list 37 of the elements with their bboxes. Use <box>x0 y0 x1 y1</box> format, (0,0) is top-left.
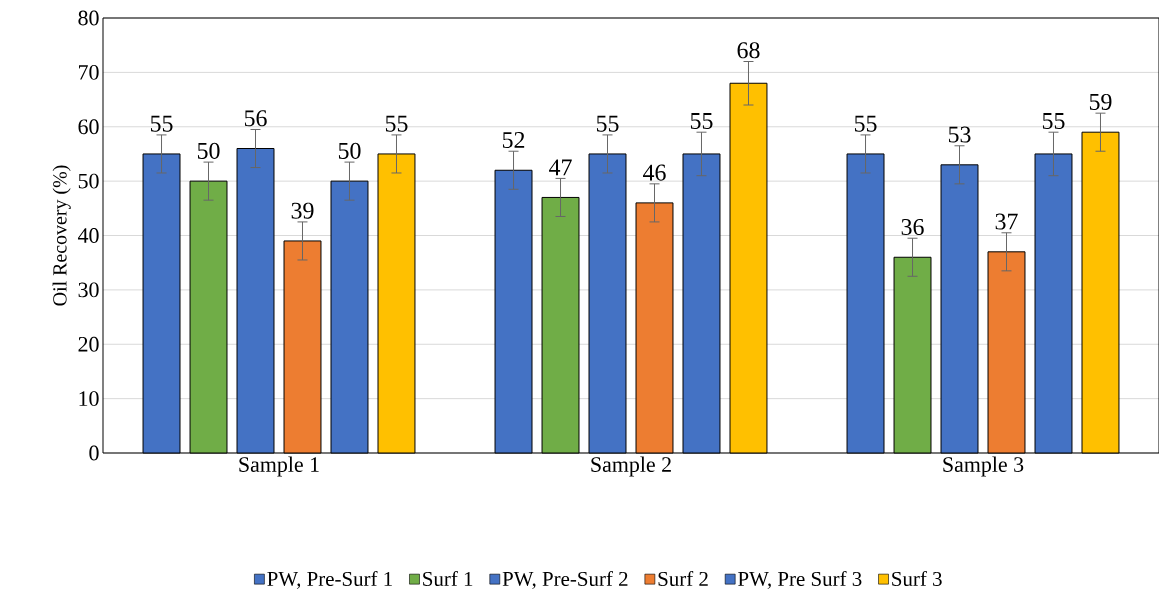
legend-label: Surf 1 <box>423 571 473 586</box>
data-label: 46 <box>643 164 666 181</box>
data-label: 55 <box>690 113 713 129</box>
data-label: 59 <box>1089 93 1112 110</box>
data-label: 39 <box>291 202 314 219</box>
data-label: 55 <box>854 115 877 132</box>
y-tick-label: 40 <box>77 228 99 243</box>
data-label: 50 <box>338 142 361 159</box>
legend-label: PW, Pre-Surf 2 <box>502 571 628 589</box>
data-label: 52 <box>502 131 525 149</box>
y-axis-title: Oil Recovery (%) <box>52 165 71 306</box>
x-tick-label: Sample 1 <box>239 456 319 477</box>
y-tick-label: 30 <box>78 282 99 298</box>
data-label: 55 <box>1042 113 1065 129</box>
legend-label: PW, Pre Surf 3 <box>738 571 862 589</box>
y-tick-label: 10 <box>79 391 99 407</box>
data-label: 55 <box>596 115 619 132</box>
data-label: 55 <box>385 115 408 132</box>
data-label: 53 <box>948 126 971 143</box>
legend-label: PW, Pre-Surf 1 <box>267 571 392 589</box>
legend-label: Surf 2 <box>658 571 708 586</box>
y-tick-label: 0 <box>89 445 99 461</box>
data-label: 50 <box>197 142 220 159</box>
legend-label: Surf 3 <box>892 571 942 586</box>
y-tick-label: 60 <box>78 119 99 135</box>
data-label: 55 <box>150 115 173 132</box>
data-label: 56 <box>244 110 267 127</box>
data-label: 47 <box>549 159 572 176</box>
data-label: 37 <box>995 213 1018 230</box>
data-label: 36 <box>901 218 924 236</box>
y-tick-label: 20 <box>78 336 99 352</box>
x-tick-label: Sample 3 <box>943 456 1024 477</box>
y-tick-label: 80 <box>78 10 99 26</box>
y-tick-label: 50 <box>78 173 99 189</box>
data-label: 68 <box>737 42 760 59</box>
y-tick-label: 70 <box>79 64 99 80</box>
x-tick-label: Sample 2 <box>591 456 671 477</box>
